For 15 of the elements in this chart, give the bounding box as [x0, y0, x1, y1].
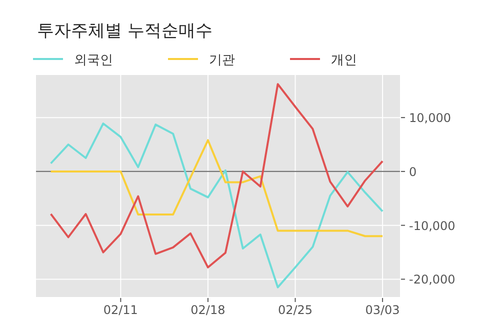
legend-label: 외국인	[74, 53, 113, 68]
x-tick-label: 02/11	[103, 303, 138, 317]
legend-label: 기관	[209, 53, 235, 68]
x-tick-label: 02/18	[190, 303, 226, 317]
y-tick-label: 10,000	[409, 111, 451, 126]
y-tick-label: -10,000	[409, 218, 456, 233]
y-tick-label: -20,000	[409, 272, 456, 287]
chart-title: 투자주체별 누적순매수	[37, 21, 212, 41]
x-tick-label: 02/25	[278, 303, 313, 317]
line-series	[50, 139, 384, 238]
x-tick-label: 03/03	[365, 303, 400, 317]
line-series	[50, 83, 384, 268]
line-series	[50, 122, 384, 288]
legend-label: 개인	[331, 53, 357, 68]
y-tick-label: 0	[409, 164, 417, 179]
